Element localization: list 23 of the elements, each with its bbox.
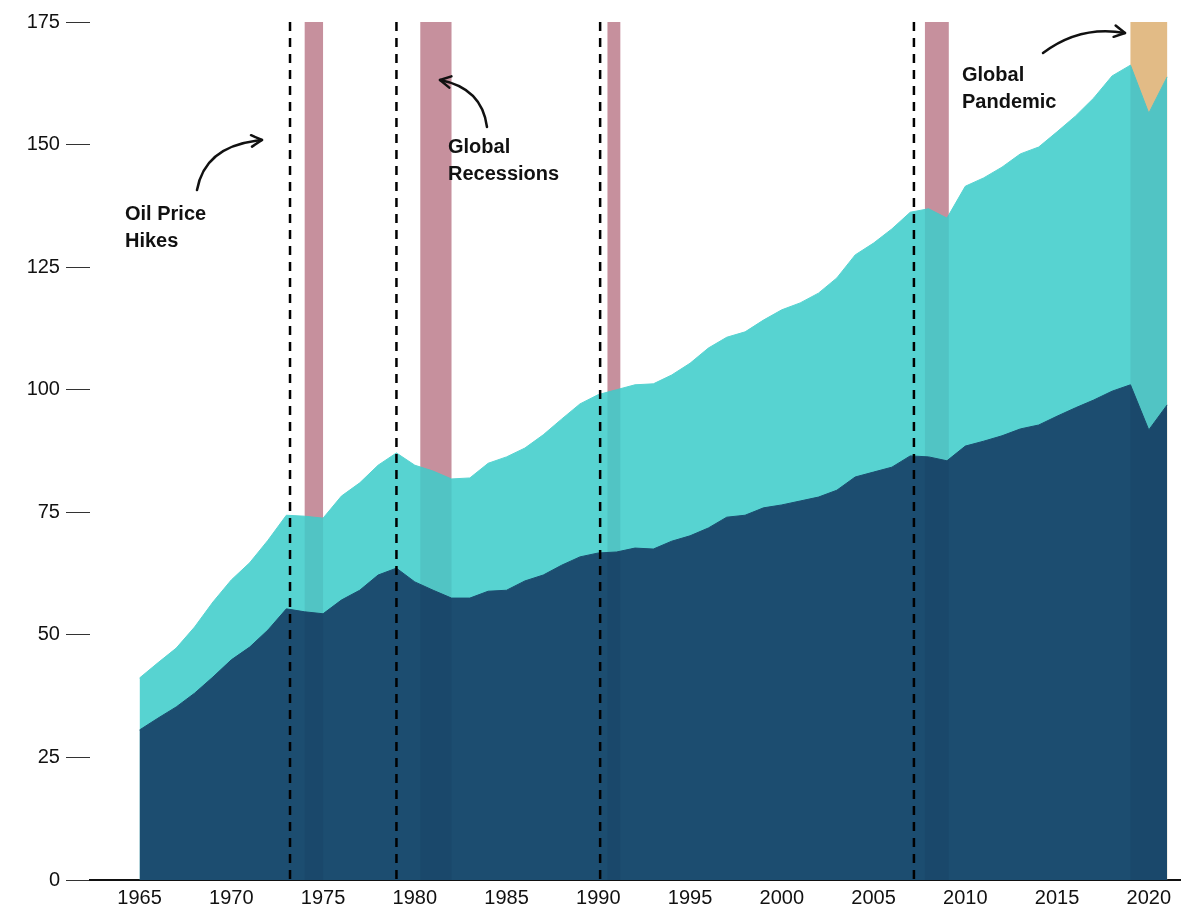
y-tick-label: 0 — [48, 867, 60, 890]
x-tick-label: 1995 — [667, 885, 713, 908]
x-tick-label: 1970 — [209, 885, 254, 908]
x-tick-label: 2010 — [943, 885, 988, 908]
x-tick-label: 1965 — [117, 885, 162, 908]
x-tick-label: 1975 — [300, 885, 346, 908]
y-tick-label: 150 — [26, 132, 60, 155]
y-tick-label: 125 — [26, 254, 60, 277]
x-tick-label: 1985 — [484, 885, 529, 908]
x-tick-label: 2015 — [1034, 885, 1080, 908]
x-tick-label: 2000 — [759, 885, 805, 908]
y-tick-label: 175 — [26, 9, 60, 32]
y-tick-label: 50 — [37, 622, 60, 645]
x-tick-label: 2005 — [851, 885, 896, 908]
annotation: Global Recessions — [448, 134, 560, 184]
y-tick-label: 100 — [26, 377, 60, 400]
x-tick-label: 1990 — [576, 885, 621, 908]
y-tick-label: 25 — [37, 744, 60, 767]
annotation: Oil Price Hikes — [125, 201, 207, 251]
x-tick-label: 2020 — [1126, 885, 1172, 908]
y-tick-label: 75 — [37, 499, 60, 522]
annotation: Global Pandemic — [962, 62, 1057, 112]
x-tick-label: 1980 — [392, 885, 438, 908]
